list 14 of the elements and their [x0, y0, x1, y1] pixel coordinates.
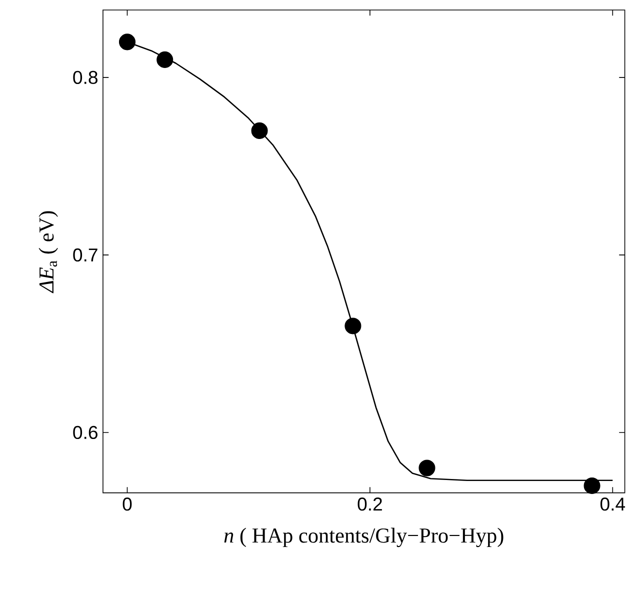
x-tick-label: 0	[122, 498, 132, 511]
y-tick-label: 0.6	[73, 426, 98, 440]
x-tick-label: 0.4	[600, 498, 626, 511]
point	[584, 478, 600, 494]
point	[156, 52, 174, 68]
point	[251, 122, 268, 140]
y-axis-title: ΔE$_{a}$ ( eV)	[38, 211, 58, 294]
point	[118, 34, 136, 50]
x-axis-title: n ( HAp contents/Gly−Pro−Hyp)	[224, 528, 504, 548]
point	[418, 460, 436, 476]
y-tick-label: 0.7	[73, 248, 98, 262]
x-tick-label: 0.2	[358, 498, 382, 511]
y-tick-label: 0.8	[73, 70, 98, 84]
point	[344, 318, 362, 334]
